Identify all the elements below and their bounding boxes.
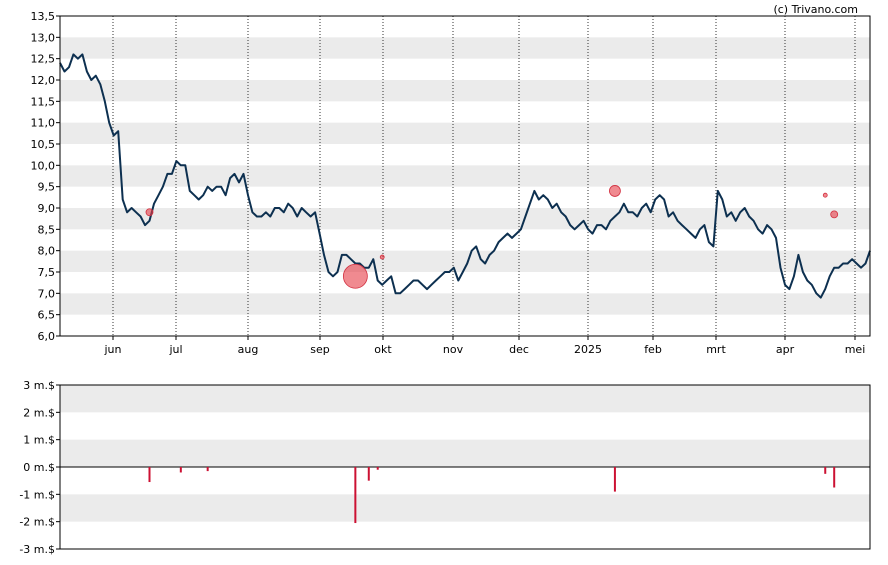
- insider-marker: [830, 210, 839, 219]
- x-tick-label: apr: [776, 343, 795, 356]
- price-line: [59, 53, 871, 299]
- x-tick-label: nov: [443, 343, 464, 356]
- x-tick-label: feb: [644, 343, 662, 356]
- volume-bar: [367, 467, 370, 481]
- y-tick-label: 8,0: [38, 245, 56, 258]
- volume-bar: [206, 467, 209, 472]
- volume-bar: [824, 467, 827, 474]
- y-tick-label: 13,5: [31, 10, 56, 23]
- volume-grid-band: [60, 439, 870, 467]
- x-tick-label: jul: [168, 343, 182, 356]
- price-frame: [59, 15, 871, 337]
- volume-bar: [613, 467, 616, 492]
- x-tick-label: dec: [509, 343, 529, 356]
- insider-marker: [609, 185, 621, 197]
- price-grid-band: [60, 165, 870, 187]
- volume-bar: [148, 467, 151, 483]
- credit-label: (c) Trivano.com: [773, 3, 858, 16]
- volume-tick-label: -2 m.$: [19, 516, 55, 529]
- y-tick-label: 6,0: [38, 330, 56, 343]
- y-tick-label: 8,5: [38, 223, 56, 236]
- y-tick-label: 10,0: [31, 159, 56, 172]
- x-tick-label: aug: [238, 343, 259, 356]
- volume-tick-label: -1 m.$: [19, 488, 55, 501]
- price-grid-band: [60, 37, 870, 59]
- volume-frame: [59, 384, 871, 550]
- volume-grid-band: [60, 385, 870, 413]
- volume-bar: [833, 467, 836, 488]
- y-tick-label: 9,5: [38, 181, 56, 194]
- price-panel: jun jul aug sep okt nov dec 2025 feb mrt apr mei 13,…: [31, 10, 871, 356]
- price-grid-band: [60, 122, 870, 144]
- volume-tick-label: -3 m.$: [19, 543, 55, 556]
- x-tick-label: sep: [310, 343, 329, 356]
- volume-tick-label: 3 m.$: [23, 379, 55, 392]
- y-tick-label: 10,5: [31, 138, 56, 151]
- volume-grid-band: [60, 494, 870, 522]
- x-tick-label: 2025: [574, 343, 602, 356]
- x-tick-label: mei: [845, 343, 866, 356]
- y-tick-label: 12,5: [31, 53, 56, 66]
- insider-marker: [379, 254, 385, 260]
- volume-tick-label: 1 m.$: [23, 434, 55, 447]
- volume-bar: [354, 467, 357, 524]
- price-grid-band: [60, 208, 870, 230]
- insider-marker: [342, 263, 368, 289]
- volume-bar: [179, 467, 182, 473]
- price-grid-band: [60, 80, 870, 102]
- y-tick-label: 7,5: [38, 266, 56, 279]
- insider-marker: [145, 208, 154, 217]
- volume-tick-label: 2 m.$: [23, 406, 55, 419]
- price-grid-band: [60, 293, 870, 315]
- volume-panel: 3 m.$ 2 m.$ 1 m.$ 0 m.$ -1 m.$ -2 m.$ -3 m.$: [19, 379, 871, 556]
- y-tick-label: 6,5: [38, 309, 56, 322]
- x-tick-label: mrt: [706, 343, 726, 356]
- x-tick-label: jun: [104, 343, 122, 356]
- y-tick-label: 11,0: [31, 117, 56, 130]
- volume-tick-label: 0 m.$: [23, 461, 55, 474]
- y-tick-label: 7,0: [38, 287, 56, 300]
- price-grid-band: [60, 250, 870, 272]
- y-tick-label: 11,5: [31, 95, 56, 108]
- insider-marker: [822, 192, 828, 198]
- y-tick-label: 12,0: [31, 74, 56, 87]
- x-tick-label: okt: [374, 343, 392, 356]
- y-tick-label: 9,0: [38, 202, 56, 215]
- volume-bar: [376, 467, 379, 470]
- y-tick-label: 13,0: [31, 31, 56, 44]
